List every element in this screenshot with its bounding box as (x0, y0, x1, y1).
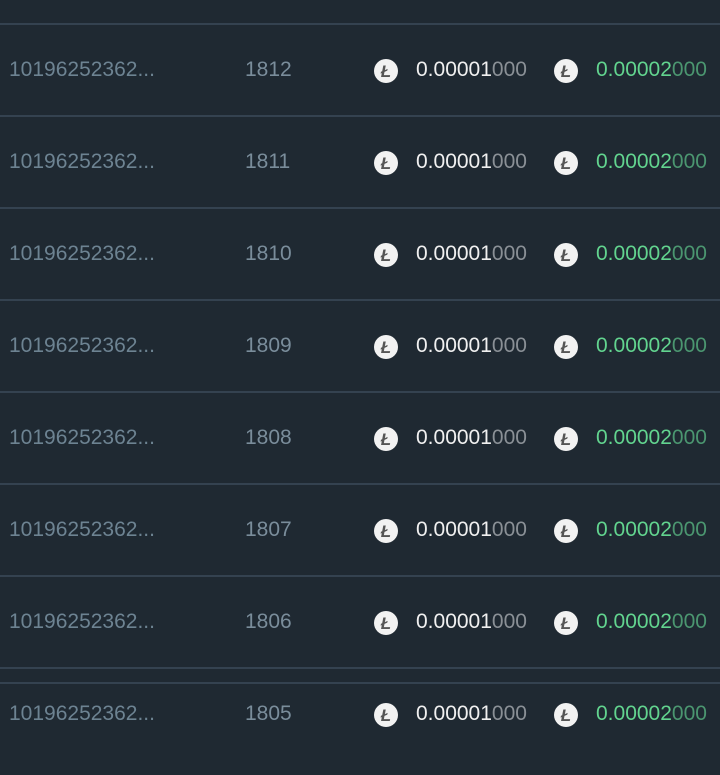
fee-value: 0.00001000 (416, 301, 527, 391)
fee-significant: 0.00001 (416, 518, 492, 541)
reward-trailing-zeros: 000 (671, 702, 707, 725)
reward-trailing-zeros: 000 (671, 610, 707, 633)
reward-significant: 0.00002 (596, 242, 672, 265)
table-row[interactable]: 10196252362... 1812 Ł 0.00001000 Ł 0.000… (0, 23, 720, 115)
litecoin-icon: Ł (374, 151, 398, 175)
table-row[interactable]: 10196252362... 1808 Ł 0.00001000 Ł 0.000… (0, 391, 720, 483)
fee-value: 0.00001000 (416, 577, 527, 667)
litecoin-icon: Ł (554, 151, 578, 175)
litecoin-icon: Ł (374, 703, 398, 727)
fee-significant: 0.00001 (416, 334, 492, 357)
fee-value: 0.00001000 (416, 485, 527, 575)
transaction-id[interactable]: 10196252362... (9, 58, 155, 81)
fee-significant: 0.00001 (416, 242, 492, 265)
fee-trailing-zeros: 000 (491, 58, 527, 81)
reward-trailing-zeros: 000 (671, 242, 707, 265)
table-row[interactable]: 10196252362... 1807 Ł 0.00001000 Ł 0.000… (0, 483, 720, 575)
transaction-id[interactable]: 10196252362... (9, 702, 155, 725)
transaction-list: 10196252362... 1812 Ł 0.00001000 Ł 0.000… (0, 23, 720, 727)
litecoin-icon: Ł (374, 519, 398, 543)
table-row[interactable]: 10196252362... 1805 Ł 0.00001000 Ł 0.000… (0, 667, 720, 727)
reward-value: 0.00002000 (596, 117, 707, 207)
table-row[interactable]: 10196252362... 1806 Ł 0.00001000 Ł 0.000… (0, 575, 720, 667)
reward-value: 0.00002000 (596, 301, 707, 391)
block-height: 1806 (245, 610, 292, 633)
reward-significant: 0.00002 (596, 334, 672, 357)
reward-value: 0.00002000 (596, 393, 707, 483)
fee-trailing-zeros: 000 (491, 242, 527, 265)
transaction-id[interactable]: 10196252362... (9, 518, 155, 541)
fee-value: 0.00001000 (416, 209, 527, 299)
reward-significant: 0.00002 (596, 702, 672, 725)
row-divider-bottom (0, 682, 720, 774)
table-row[interactable]: 10196252362... 1809 Ł 0.00001000 Ł 0.000… (0, 299, 720, 391)
litecoin-icon: Ł (554, 519, 578, 543)
litecoin-icon: Ł (554, 703, 578, 727)
litecoin-icon: Ł (374, 243, 398, 267)
block-height: 1808 (245, 426, 292, 449)
block-height: 1812 (245, 58, 292, 81)
block-height: 1809 (245, 334, 292, 357)
transaction-id[interactable]: 10196252362... (9, 334, 155, 357)
block-height: 1807 (245, 518, 292, 541)
reward-trailing-zeros: 000 (671, 334, 707, 357)
fee-trailing-zeros: 000 (491, 610, 527, 633)
reward-trailing-zeros: 000 (671, 58, 707, 81)
reward-trailing-zeros: 000 (671, 150, 707, 173)
fee-trailing-zeros: 000 (491, 426, 527, 449)
reward-value: 0.00002000 (596, 209, 707, 299)
reward-value: 0.00002000 (596, 25, 707, 115)
fee-value: 0.00001000 (416, 669, 527, 759)
block-height: 1805 (245, 702, 292, 725)
fee-significant: 0.00001 (416, 426, 492, 449)
litecoin-icon: Ł (554, 611, 578, 635)
transaction-id[interactable]: 10196252362... (9, 150, 155, 173)
fee-trailing-zeros: 000 (491, 150, 527, 173)
litecoin-icon: Ł (374, 59, 398, 83)
reward-value: 0.00002000 (596, 669, 707, 759)
transaction-id[interactable]: 10196252362... (9, 426, 155, 449)
fee-value: 0.00001000 (416, 393, 527, 483)
litecoin-icon: Ł (554, 243, 578, 267)
reward-trailing-zeros: 000 (671, 518, 707, 541)
reward-significant: 0.00002 (596, 610, 672, 633)
reward-significant: 0.00002 (596, 150, 672, 173)
fee-significant: 0.00001 (416, 702, 492, 725)
block-height: 1810 (245, 242, 292, 265)
reward-trailing-zeros: 000 (671, 426, 707, 449)
fee-value: 0.00001000 (416, 25, 527, 115)
reward-significant: 0.00002 (596, 58, 672, 81)
reward-value: 0.00002000 (596, 577, 707, 667)
transaction-id[interactable]: 10196252362... (9, 610, 155, 633)
table-top-edge (0, 0, 720, 23)
fee-trailing-zeros: 000 (491, 334, 527, 357)
reward-significant: 0.00002 (596, 518, 672, 541)
fee-significant: 0.00001 (416, 610, 492, 633)
transaction-id[interactable]: 10196252362... (9, 242, 155, 265)
table-row[interactable]: 10196252362... 1810 Ł 0.00001000 Ł 0.000… (0, 207, 720, 299)
fee-significant: 0.00001 (416, 150, 492, 173)
fee-significant: 0.00001 (416, 58, 492, 81)
litecoin-icon: Ł (374, 427, 398, 451)
litecoin-icon: Ł (374, 335, 398, 359)
fee-value: 0.00001000 (416, 117, 527, 207)
reward-value: 0.00002000 (596, 485, 707, 575)
block-height: 1811 (245, 150, 291, 173)
fee-trailing-zeros: 000 (491, 702, 527, 725)
litecoin-icon: Ł (554, 335, 578, 359)
litecoin-icon: Ł (554, 427, 578, 451)
reward-significant: 0.00002 (596, 426, 672, 449)
litecoin-icon: Ł (374, 611, 398, 635)
litecoin-icon: Ł (554, 59, 578, 83)
table-row[interactable]: 10196252362... 1811 Ł 0.00001000 Ł 0.000… (0, 115, 720, 207)
fee-trailing-zeros: 000 (491, 518, 527, 541)
